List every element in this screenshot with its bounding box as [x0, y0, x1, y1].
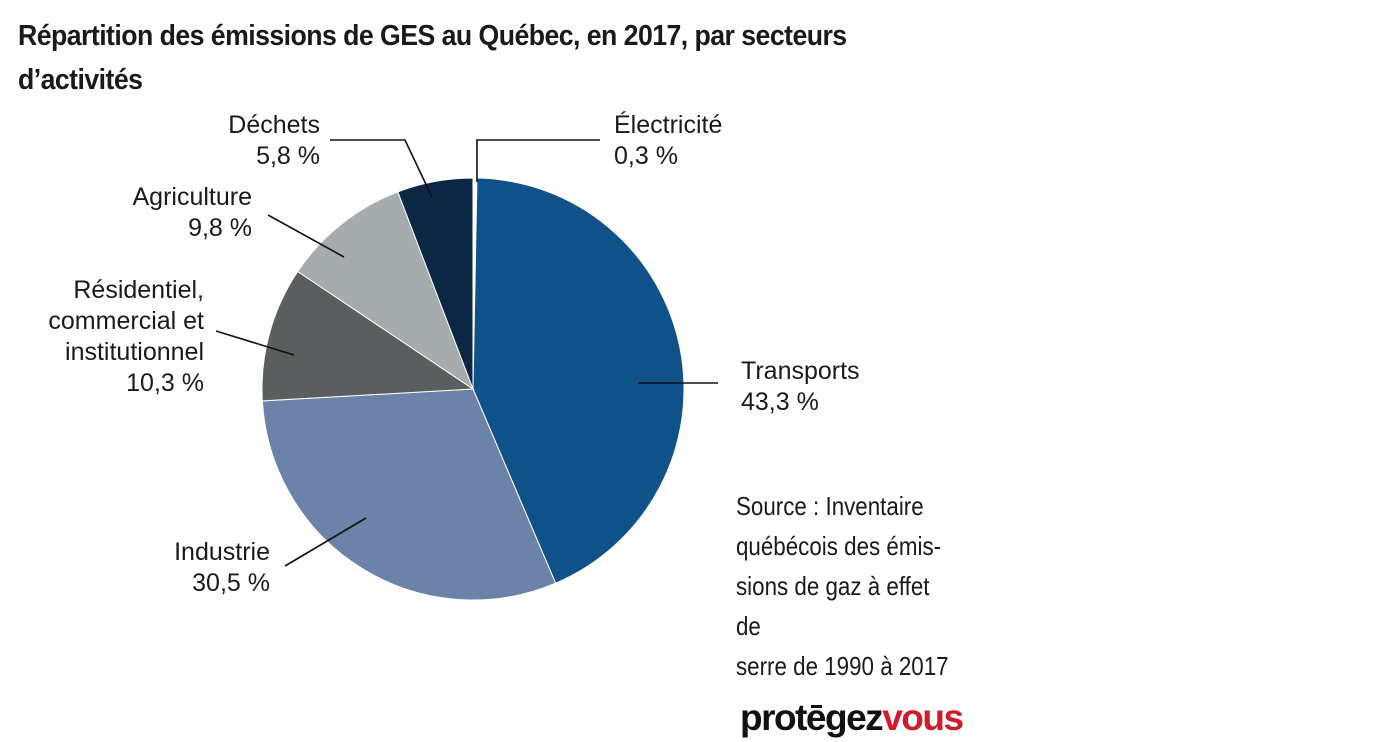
slice-value-label: 30,5 %	[192, 569, 270, 597]
leader-line	[215, 330, 295, 356]
logo-part-1: protēgez	[740, 697, 884, 738]
slice-category-label: Résidentiel,	[73, 276, 204, 304]
chart-title: Répartition des émissions de GES au Québ…	[18, 20, 847, 96]
brand-logo: protēgezvous	[740, 696, 964, 740]
pie-slice	[472, 177, 685, 584]
slice-label: Résidentiel, commercial et institutionnel 1…	[48, 275, 204, 399]
source-line: sions de gaz à effet de	[736, 571, 930, 641]
slice-value-label: 5,8 %	[256, 142, 320, 170]
slice-value-label: 9,8 %	[188, 214, 252, 242]
logo-part-2: vous	[882, 697, 964, 738]
slice-category-label: institutionnel	[65, 338, 204, 366]
slice-label: Industrie 30,5 %	[174, 537, 270, 599]
leader-line	[284, 517, 367, 567]
pie-slice	[261, 388, 557, 601]
pie-slice	[297, 191, 475, 391]
slice-label: Électricité 0,3 %	[614, 110, 722, 172]
slice-category-label: Déchets	[228, 111, 320, 139]
slice-value-label: 10,3 %	[126, 369, 204, 397]
source-line: Source : Inventaire	[736, 491, 924, 521]
slice-label: Transports 43,3 %	[741, 356, 860, 418]
slice-label: Déchets 5,8 %	[228, 110, 320, 172]
slice-label: Agriculture 9,8 %	[133, 182, 253, 244]
slice-value-label: 43,3 %	[741, 388, 819, 416]
slice-category-label: Industrie	[174, 538, 270, 566]
source-line: serre de 1990 à 2017	[736, 651, 949, 681]
source-line: québécois des émis-	[736, 531, 942, 561]
slice-category-label: Agriculture	[132, 183, 253, 211]
leader-line	[476, 139, 600, 182]
source-note: Source : Inventaire québécois des émis- …	[736, 486, 960, 686]
pie-slice	[397, 177, 474, 390]
slice-category-label: commercial et	[48, 307, 204, 335]
slice-category-label: Transports	[741, 357, 860, 385]
slice-category-label: Électricité	[614, 111, 723, 139]
leader-line	[330, 139, 433, 198]
leader-line	[267, 214, 345, 258]
slice-value-label: 0,3 %	[614, 142, 678, 170]
pie-slice	[261, 270, 475, 402]
